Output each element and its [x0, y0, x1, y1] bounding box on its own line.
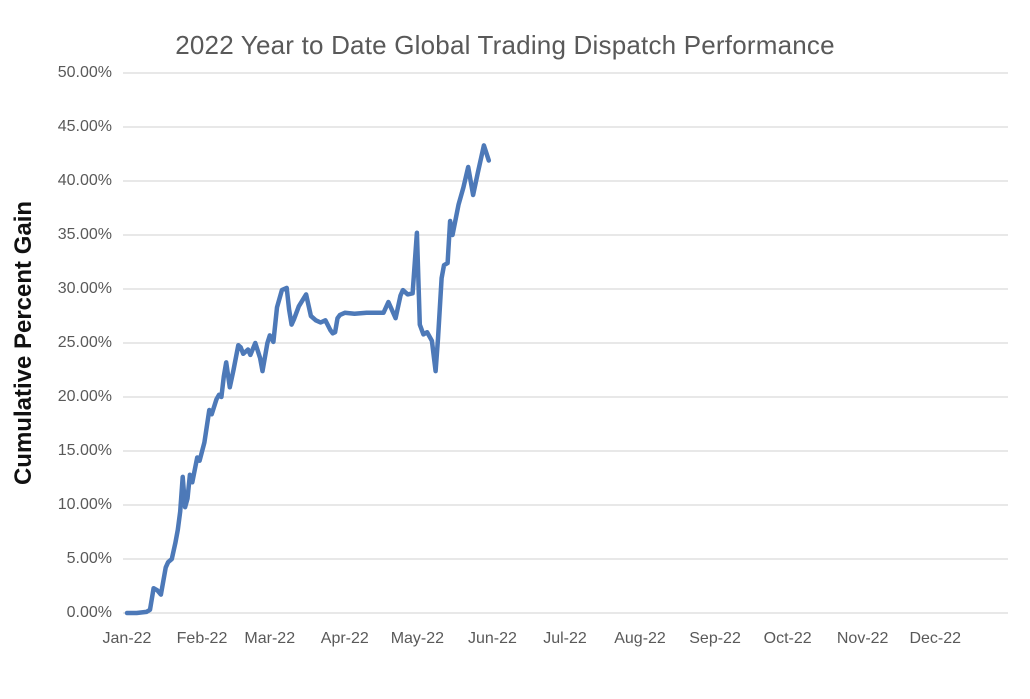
chart-title: 2022 Year to Date Global Trading Dispatc… — [175, 30, 835, 60]
x-tick-label: Dec-22 — [909, 630, 962, 647]
x-tick-label: May-22 — [390, 630, 445, 647]
y-tick-label: 40.00% — [57, 172, 112, 189]
y-tick-label: 50.00% — [57, 64, 112, 81]
x-tick-label: Sep-22 — [689, 630, 741, 647]
x-tick-label: Jan-22 — [102, 630, 152, 647]
x-tick-label: Jul-22 — [543, 630, 587, 647]
y-tick-label: 20.00% — [57, 388, 112, 405]
y-tick-label: 35.00% — [57, 226, 112, 243]
y-tick-label: 5.00% — [66, 550, 112, 567]
y-tick-label: 30.00% — [57, 280, 112, 297]
x-tick-label: Jun-22 — [467, 630, 517, 647]
performance-line — [124, 143, 492, 616]
x-tick-label: Oct-22 — [763, 630, 812, 647]
y-tick-label: 0.00% — [66, 604, 112, 621]
x-tick-label: Nov-22 — [836, 630, 889, 647]
y-tick-label: 10.00% — [57, 496, 112, 513]
x-tick-label: Aug-22 — [614, 630, 666, 647]
x-tick-label: Apr-22 — [320, 630, 369, 647]
x-tick-label: Feb-22 — [176, 630, 228, 647]
x-tick-label: Mar-22 — [244, 630, 296, 647]
y-tick-label: 15.00% — [57, 442, 112, 459]
y-tick-label: 45.00% — [57, 118, 112, 135]
y-tick-label: 25.00% — [57, 334, 112, 351]
